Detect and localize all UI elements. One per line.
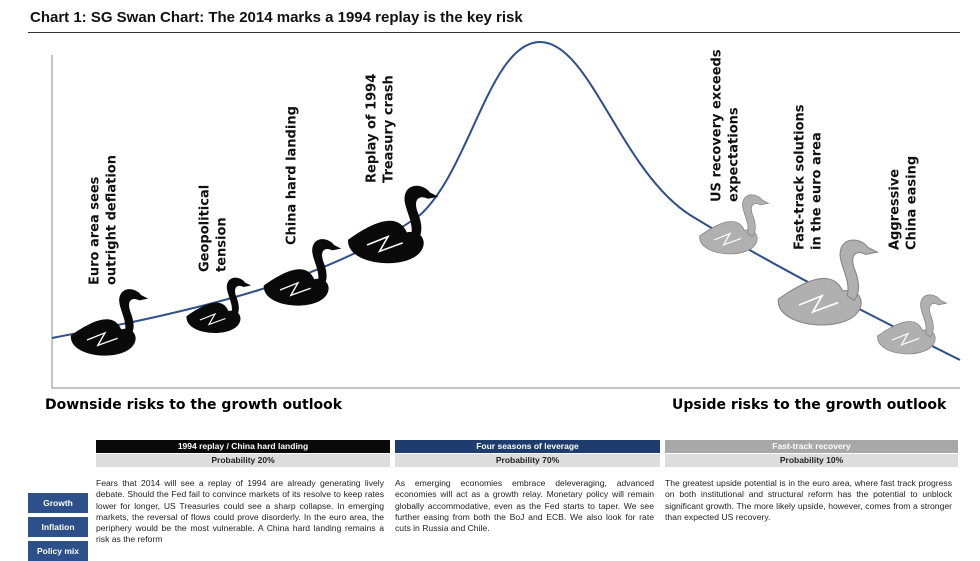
swan-wing-mark [891, 332, 920, 346]
swan-neck [119, 289, 149, 337]
swan-body [877, 321, 936, 355]
swan-label: Euro area sees [88, 176, 103, 285]
swan-body [777, 277, 862, 326]
swan-label: Fast-track solutions [793, 104, 808, 250]
swan [263, 239, 342, 306]
row-label: Inflation [28, 517, 88, 537]
swan-neck [312, 239, 342, 287]
swan-neck [742, 194, 770, 238]
swan-label: outright deflation [105, 155, 120, 285]
swan-body [70, 319, 136, 356]
swan-body [263, 269, 329, 306]
swan [699, 194, 770, 255]
swan-neck [920, 294, 948, 338]
swan-label: China hard landing [285, 106, 300, 245]
swan-label: expectations [727, 107, 742, 202]
swan-neck [839, 239, 879, 302]
swan [186, 277, 251, 334]
swan-wing-mark [713, 232, 742, 246]
row-label: Growth [28, 493, 88, 513]
swan [348, 185, 439, 264]
swan-chart: Euro area sees outright deflation Geopolit… [51, 40, 961, 389]
swan-wing-mark [366, 235, 403, 253]
swan-neck [226, 277, 251, 317]
swan-wing-mark [279, 281, 311, 297]
row-label: Policy mix [28, 541, 88, 561]
swan-body [348, 220, 424, 264]
swan-body [699, 221, 758, 255]
scenario-probability: Probability 10% [665, 454, 958, 467]
swan [877, 294, 948, 355]
swan-wing-mark [199, 312, 226, 326]
scenario-probability: Probability 70% [395, 454, 660, 467]
swan-label: Aggressive [888, 169, 903, 250]
swan-label: Geopolitical [198, 185, 213, 272]
swan-label: China easing [905, 156, 920, 250]
swan-label: tension [215, 217, 230, 272]
swan-label: US recovery exceeds [710, 49, 725, 202]
scenario-text: As emerging economies embrace deleveragi… [395, 478, 654, 534]
swan [70, 289, 149, 356]
scenario-probability: Probability 20% [96, 454, 390, 467]
swan-body [186, 302, 241, 334]
swan-wing-mark [798, 294, 839, 314]
scenario-text: Fears that 2014 will see a replay of 199… [96, 478, 384, 545]
title: Chart 1: SG Swan Chart: The 2014 marks a… [30, 9, 523, 26]
axis-label: Downside risks to the growth outlook [45, 397, 343, 413]
swan-label: Treasury crash [382, 75, 397, 183]
axis-label: Upside risks to the growth outlook [672, 397, 947, 413]
scenario-header: Fast-track recovery [665, 440, 958, 453]
scenario-header: Four seasons of leverage [395, 440, 660, 453]
swan-neck [404, 185, 439, 241]
scenario-text: The greatest upside potential is in the … [665, 478, 952, 522]
swan-wing-mark [86, 331, 118, 347]
swan-label: in the euro area [810, 132, 825, 250]
swan-label: Replay of 1994 [365, 74, 380, 183]
scenario-header: 1994 replay / China hard landing [96, 440, 390, 453]
title-rule [28, 32, 960, 33]
swan [777, 239, 879, 326]
